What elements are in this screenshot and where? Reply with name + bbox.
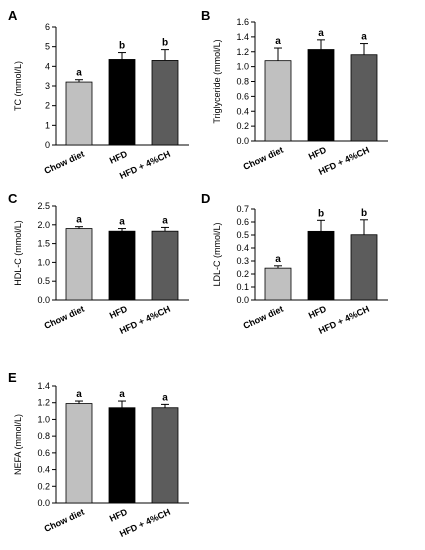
y-tick-label: 0.5 [37,276,50,286]
category-label: Chow diet [43,507,86,534]
bar [65,81,93,146]
bar [108,230,136,301]
y-tick-label: 1.2 [37,398,50,408]
bar [151,60,179,146]
y-tick-label: 0.7 [236,204,249,214]
bar [264,60,292,142]
y-tick-label: 0.6 [37,448,50,458]
bar [108,59,136,146]
significance-letter: b [318,208,324,219]
bar [65,403,93,504]
y-tick-label: 0.2 [236,269,249,279]
chart-panel-c: C 0.0 0.5 1.0 1.5 2.0 2.5 HDL-C (mmol/L) a Chow d… [8,191,189,336]
y-tick-label: 0.8 [236,77,249,87]
y-tick-label: 1.0 [37,414,50,424]
y-tick-label: 0.6 [236,217,249,227]
significance-letter: a [275,36,281,47]
y-tick-label: 1.0 [236,62,249,72]
panel-label: A [8,8,18,23]
chart-panel-e: E 0.0 0.2 0.4 0.6 0.8 1.0 1.2 1.4 NEFA (mmol/L) a C… [8,370,189,539]
bar [65,228,93,301]
y-tick-label: 1.5 [37,239,50,249]
y-tick-label: 0.5 [236,230,249,240]
y-axis-title: NEFA (mmol/L) [13,414,23,475]
panel-label: D [201,191,210,206]
bar [307,49,335,142]
y-tick-label: 2 [45,101,50,111]
bar [350,54,378,142]
y-axis-title: LDL-C (mmol/L) [212,222,222,286]
significance-letter: a [119,217,125,228]
y-tick-label: 0.4 [236,106,249,116]
y-tick-label: 0.4 [37,465,50,475]
y-tick-label: 0.4 [236,243,249,253]
y-axis-title: TC (mmol/L) [13,61,23,111]
category-label: HFD [108,149,129,166]
significance-letter: a [275,254,281,265]
y-tick-label: 1.4 [37,381,50,391]
y-tick-label: 0.3 [236,256,249,266]
bar [307,230,335,301]
y-tick-label: 0.8 [37,431,50,441]
y-tick-label: 0.6 [236,91,249,101]
chart-panel-d: D 0.0 0.1 0.2 0.3 0.4 0.5 0.6 0.7 LDL-C (mmol/L) a… [201,191,388,336]
panel-label: E [8,370,17,385]
y-tick-label: 1 [45,120,50,130]
category-label: HFD [307,145,328,162]
chart-panel-b: B 0.0 0.2 0.4 0.6 0.8 1.0 1.2 1.4 1.6 Triglyceride… [201,8,388,177]
y-tick-label: 2.0 [37,220,50,230]
y-tick-label: 1.0 [37,257,50,267]
y-tick-label: 1.4 [236,32,249,42]
y-tick-label: 1.2 [236,47,249,57]
significance-letter: a [162,392,168,403]
bar [108,407,136,504]
y-tick-label: 5 [45,42,50,52]
y-tick-label: 3 [45,81,50,91]
category-label: Chow diet [242,145,285,172]
panel-label: B [201,8,210,23]
significance-letter: b [162,38,168,49]
category-label: HFD [108,507,129,524]
category-label: HFD [307,304,328,321]
y-tick-label: 2.5 [37,201,50,211]
panel-label: C [8,191,18,206]
y-tick-label: 0 [45,140,50,150]
bar [151,407,179,504]
significance-letter: a [76,215,82,226]
significance-letter: a [76,68,82,79]
y-tick-label: 0.0 [37,295,50,305]
category-label: Chow diet [43,149,86,176]
significance-letter: a [162,215,168,226]
y-tick-label: 0.2 [236,121,249,131]
bar [151,230,179,301]
y-tick-label: 4 [45,61,50,71]
bar [264,267,292,301]
significance-letter: b [361,208,367,219]
y-axis-title: Triglyceride (mmol/L) [212,39,222,123]
category-label: Chow diet [43,304,86,331]
significance-letter: a [318,28,324,39]
y-tick-label: 1.6 [236,17,249,27]
bar [350,234,378,301]
y-tick-label: 0.0 [236,295,249,305]
y-tick-label: 6 [45,22,50,32]
category-label: HFD [108,304,129,321]
significance-letter: a [361,32,367,43]
category-label: Chow diet [242,304,285,331]
y-tick-label: 0.0 [236,136,249,146]
y-axis-title: HDL-C (mmol/L) [13,220,23,286]
y-tick-label: 0.0 [37,498,50,508]
significance-letter: b [119,41,125,52]
significance-letter: a [76,389,82,400]
significance-letter: a [119,389,125,400]
y-tick-label: 0.1 [236,282,249,292]
y-tick-label: 0.2 [37,481,50,491]
